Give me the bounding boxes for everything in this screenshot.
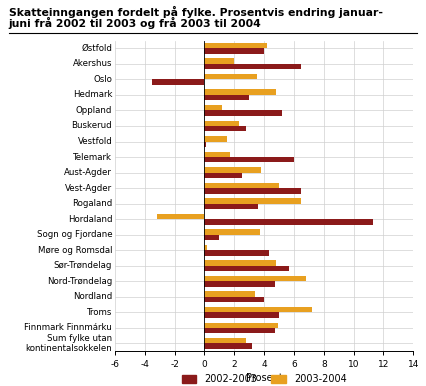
Bar [204,157,294,163]
Legend: 2002-2003, 2003-2004: 2002-2003, 2003-2004 [178,371,351,386]
Bar [204,204,258,209]
Bar [204,110,282,116]
Bar [204,297,264,302]
Bar [204,266,290,271]
Bar [204,312,279,318]
Bar [157,214,204,219]
Bar [204,250,269,256]
Bar [204,188,302,193]
Bar [204,235,219,240]
Bar [204,58,234,64]
Bar [204,136,227,142]
Bar [204,281,275,287]
Bar [204,95,249,100]
Bar [204,323,278,328]
Bar [204,64,302,69]
Bar [204,307,312,312]
Bar [204,261,276,266]
Bar [204,338,246,344]
Bar [204,198,302,204]
Bar [204,48,264,54]
Bar [204,90,276,95]
Bar [204,229,260,235]
Bar [204,43,267,48]
Text: Skatteinngangen fordelt på fylke. Prosentvis endring januar-: Skatteinngangen fordelt på fylke. Prosen… [9,6,383,18]
Bar [204,291,255,297]
Bar [204,183,279,188]
Bar [204,126,246,131]
X-axis label: Prosent: Prosent [246,373,282,383]
Bar [204,142,206,147]
Bar [204,344,252,349]
Bar [204,120,239,126]
Bar [153,80,204,85]
Bar [204,74,256,80]
Bar [204,167,261,173]
Bar [204,105,222,110]
Bar [204,219,373,225]
Bar [204,245,207,250]
Bar [204,276,306,281]
Bar [204,173,242,178]
Bar [204,152,230,157]
Bar [204,328,275,334]
Text: juni frå 2002 til 2003 og frå 2003 til 2004: juni frå 2002 til 2003 og frå 2003 til 2… [9,17,261,29]
